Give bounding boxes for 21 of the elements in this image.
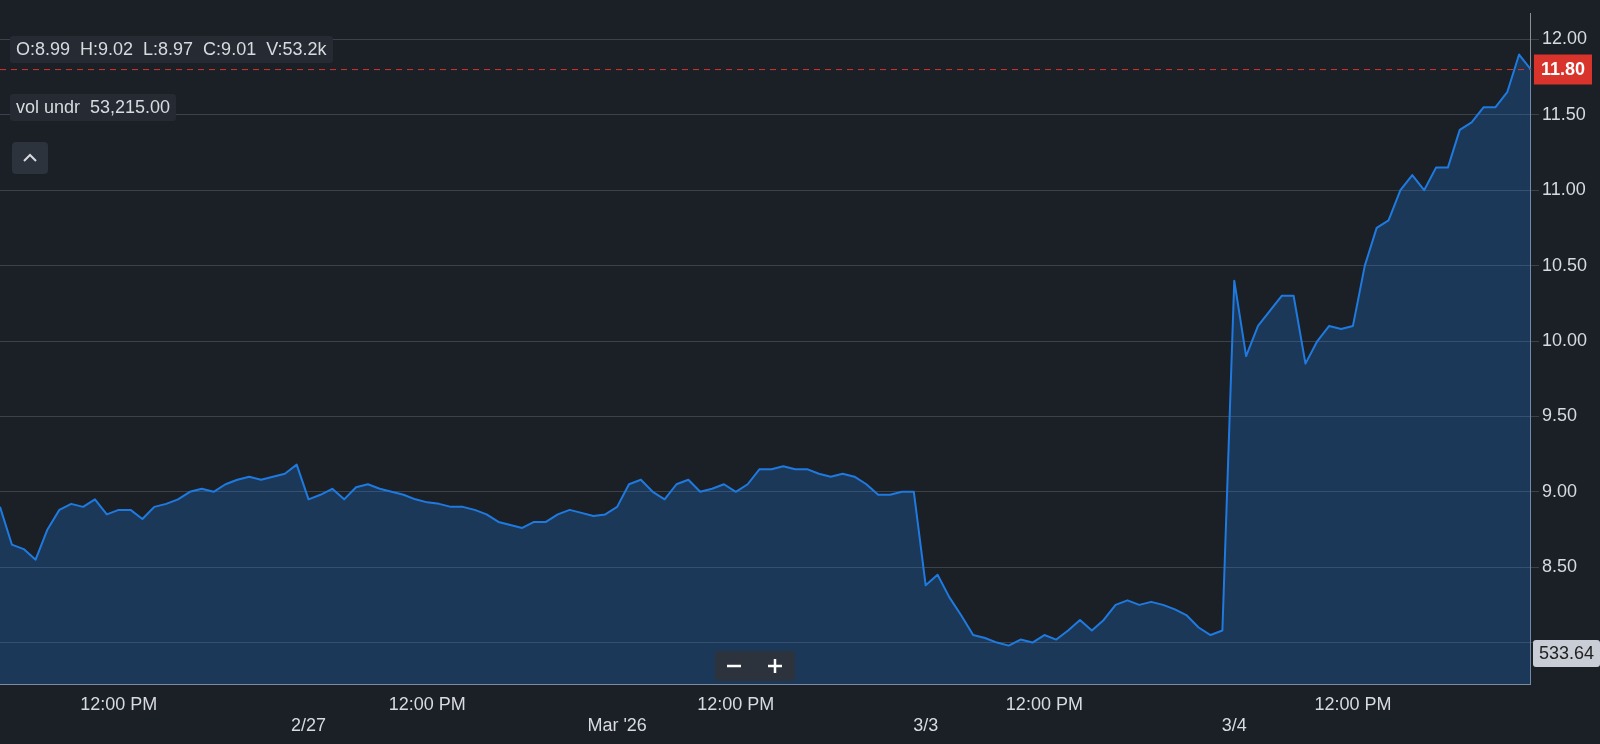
y-tick-label: 10.00 bbox=[1541, 329, 1587, 350]
x-tick-label: 12:00 PM bbox=[388, 693, 466, 714]
x-tick-label: 12:00 PM bbox=[1314, 693, 1392, 714]
x-tick-label: 12:00 PM bbox=[1005, 693, 1083, 714]
y-tick-label: 12.00 bbox=[1541, 28, 1587, 49]
y-tick-label: 11.50 bbox=[1541, 103, 1586, 124]
x-tick-label: 3/3 bbox=[913, 715, 939, 736]
text: 533.64 bbox=[1532, 640, 1600, 667]
ref-line-label: 11.80 bbox=[1540, 58, 1586, 79]
y-tick-label: 8.50 bbox=[1541, 556, 1577, 577]
x-tick-label: 2/27 bbox=[291, 715, 327, 736]
y-tick-label: 10.50 bbox=[1541, 254, 1587, 275]
annotation: O:8.99 H:9.02 L:8.97 C:9.01 V:53.2k bbox=[10, 36, 333, 63]
x-tick-label: Mar '26 bbox=[587, 715, 647, 736]
x-tick-label: 12:00 PM bbox=[80, 693, 158, 714]
y-tick-label: 9.00 bbox=[1541, 480, 1577, 501]
x-tick-label: 3/4 bbox=[1221, 715, 1247, 736]
x-tick-label: 12:00 PM bbox=[697, 693, 775, 714]
annotation: vol undr 53,215.00 bbox=[10, 94, 177, 121]
y-tick-label: 11.00 bbox=[1541, 179, 1586, 200]
y-tick-label: 9.50 bbox=[1541, 405, 1577, 426]
